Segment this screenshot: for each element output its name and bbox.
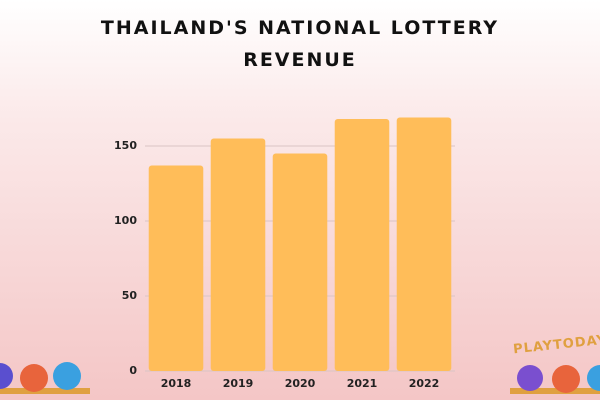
x-tick-label: 2018 xyxy=(161,377,192,390)
x-tick-label: 2022 xyxy=(409,377,440,390)
y-tick-label: 150 xyxy=(114,139,137,152)
bar xyxy=(396,117,452,371)
x-tick-label: 2021 xyxy=(347,377,378,390)
chart-title: THAILAND'S NATIONAL LOTTERY REVENUE xyxy=(100,17,500,71)
x-tick-label: 2019 xyxy=(223,377,254,390)
bar xyxy=(210,138,266,371)
y-tick-label: 50 xyxy=(122,289,138,302)
bar xyxy=(148,165,204,371)
x-tick-label: 2020 xyxy=(285,377,316,390)
y-tick-label: 0 xyxy=(129,364,137,377)
bar xyxy=(272,153,328,371)
decor xyxy=(0,362,600,394)
y-tick-label: 100 xyxy=(114,214,137,227)
bar xyxy=(334,119,390,371)
watermark: PLAYTODAY xyxy=(512,333,600,358)
